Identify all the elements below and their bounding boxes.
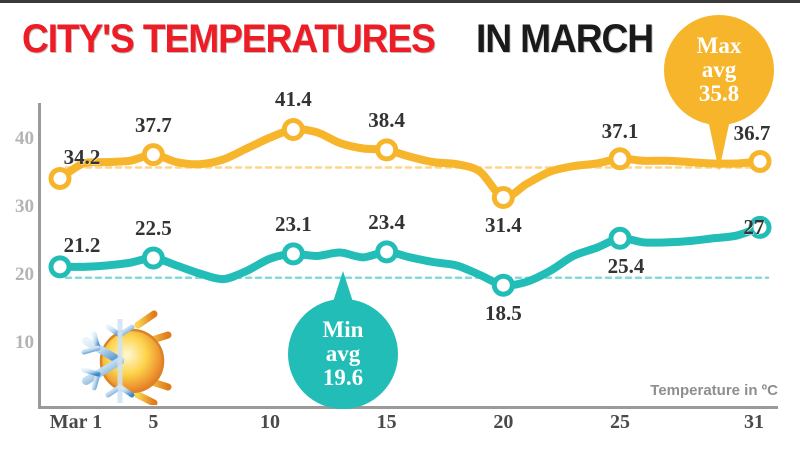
data-point-marker[interactable] [375, 138, 399, 162]
data-point-value-label: 38.4 [368, 107, 406, 132]
data-point-value-label: 22.5 [134, 216, 172, 240]
chart-series-svg [48, 117, 772, 297]
data-point-value-label: 23.1 [274, 211, 312, 236]
min-callout-tail [332, 271, 354, 305]
data-point-marker[interactable] [48, 255, 72, 279]
y-tick-label: 10 [15, 332, 34, 353]
y-tick-label: 40 [15, 128, 34, 149]
data-point-marker[interactable] [491, 273, 515, 297]
max-callout-line2: avg [701, 56, 737, 82]
snowflake-sun-icon [72, 309, 196, 407]
data-point-value-label: 31.4 [484, 213, 522, 238]
data-point-marker[interactable] [748, 149, 772, 173]
data-point-marker[interactable] [748, 215, 772, 239]
temperature-unit-note: Temperature in ºC [650, 382, 778, 399]
max-average-callout: Max avg 35.8 [664, 15, 774, 125]
x-tick-label: 31 [744, 411, 764, 433]
data-point-value-label: 21.2 [63, 232, 101, 257]
data-point-value-label: 37.7 [134, 112, 172, 137]
x-axis-tick-labels: Mar 1 5 10 15 20 25 31 [38, 411, 778, 441]
x-tick-label: Mar 1 [49, 411, 103, 433]
y-tick-label: 20 [15, 264, 34, 285]
min-callout-line1: Min [322, 316, 364, 342]
plot-area [38, 81, 778, 409]
x-tick-label: 5 [148, 411, 159, 433]
data-point-marker[interactable] [48, 166, 72, 190]
page-title: CITY'S TEMPERATURES IN MARCH [22, 17, 682, 65]
data-point-marker[interactable] [608, 226, 632, 250]
data-point-value-label: 25.4 [607, 254, 645, 279]
x-tick-label: 20 [493, 411, 514, 433]
min-callout-line2: avg [325, 340, 361, 366]
x-axis-line [38, 406, 778, 409]
data-point-value-label: 23.4 [368, 209, 406, 234]
data-point-value-label: 27 [743, 215, 765, 240]
x-tick-label: 25 [610, 411, 630, 433]
data-point-marker[interactable] [281, 117, 305, 141]
data-point-value-label: 36.7 [733, 121, 771, 146]
max-callout-line3: 35.8 [698, 81, 740, 107]
data-point-marker[interactable] [608, 147, 632, 171]
data-point-marker[interactable] [375, 240, 399, 264]
data-point-value-label: 18.5 [484, 301, 522, 326]
data-point-value-label: 37.1 [601, 118, 639, 143]
x-tick-label: 10 [260, 411, 280, 433]
min-average-callout: Min avg 19.6 [288, 299, 398, 409]
data-point-value-label: 41.4 [274, 87, 312, 112]
series-line [56, 125, 764, 202]
y-axis-tick-labels: 10 20 30 40 [0, 81, 34, 411]
data-point-value-label: 34.2 [63, 145, 101, 170]
data-point-marker[interactable] [141, 143, 165, 167]
max-callout-tail [707, 115, 731, 171]
title-main-text: CITY'S TEMPERATURES [22, 17, 436, 61]
title-sub-text: IN MARCH [475, 17, 654, 61]
y-axis-line [38, 103, 41, 409]
data-point-marker[interactable] [491, 185, 515, 209]
series-line [56, 223, 764, 290]
data-point-marker[interactable] [141, 246, 165, 270]
data-point-marker[interactable] [281, 242, 305, 266]
max-callout-line1: Max [696, 32, 742, 58]
x-tick-label: 15 [376, 411, 397, 433]
min-callout-line3: 19.6 [322, 365, 364, 391]
y-tick-label: 30 [15, 196, 34, 217]
